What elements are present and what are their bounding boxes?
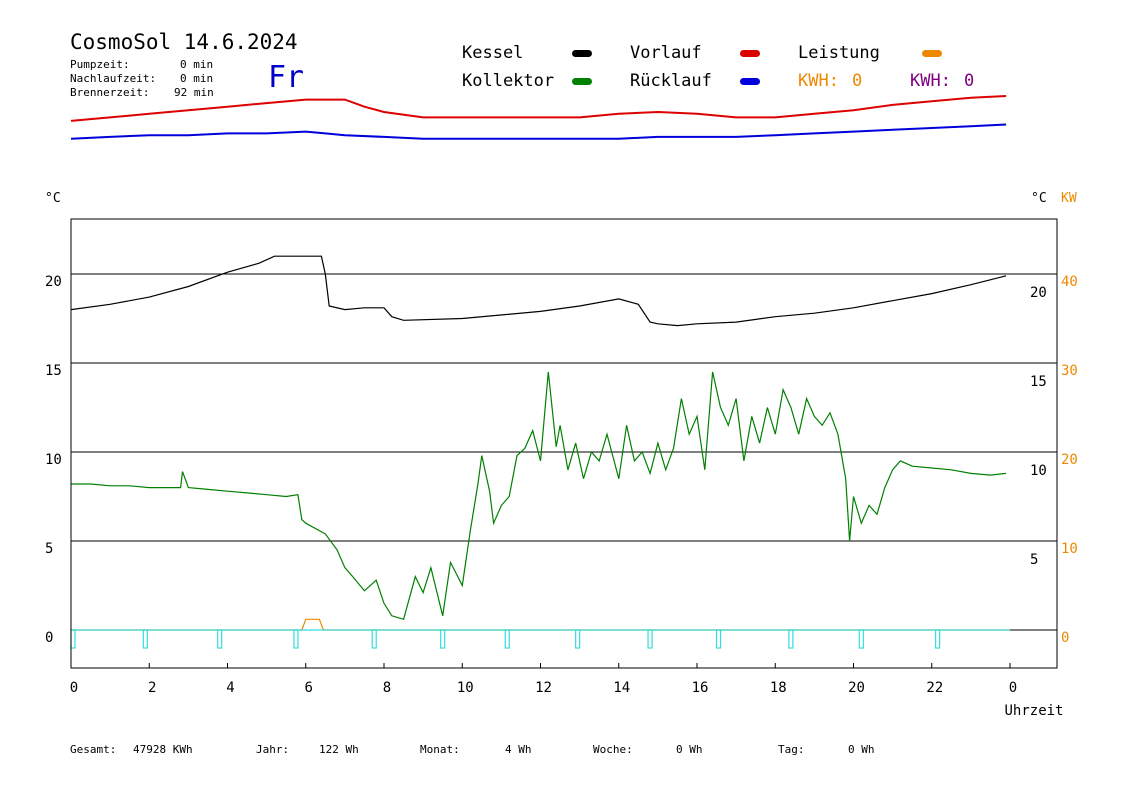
x-tick-label-7: 14 [613,680,630,696]
series-line-leistung [71,618,1010,631]
pulse-mark-2 [217,629,223,649]
series-line-kessel [70,255,1007,327]
kwh-value-purple: 0 [964,71,975,91]
kwh-label-orange: KWH: [798,71,839,91]
series-line-kollektor [71,371,1007,621]
pulse-mark-10 [788,629,794,649]
plot-frame [70,218,1058,669]
footer-value-tag: 0 Wh [848,743,875,756]
footer-label-monat: Monat: [420,743,460,756]
chart-title: CosmoSol 14.6.2024 [70,30,298,54]
weekday-label: Fr [268,60,305,95]
x-axis-label: Uhrzeit [1004,703,1063,719]
stat-value-pumpzeit: 0 min [180,58,214,71]
footer-label-tag: Tag: [778,743,805,756]
stat-value-brennerzeit: 92 min [174,86,214,99]
legend-label-vorlauf: Vorlauf [630,43,702,63]
pulse-mark-8 [647,629,653,649]
series-line-ruecklauf [70,123,1007,140]
right-unit2-label: KW [1061,191,1077,206]
pulse-mark-5 [440,629,446,649]
right-tick-label-20: 20 [1030,285,1047,301]
pulse-mark-12 [935,629,941,649]
footer-label-woche: Woche: [593,743,633,756]
left-tick-label-20: 20 [45,274,62,290]
right2-tick-label-20: 20 [1061,452,1078,468]
legend-swatch-kessel [572,50,592,57]
right2-tick-label-0: 0 [1061,630,1069,646]
x-tick-label-1: 2 [148,680,156,696]
right-tick-label-5: 5 [1030,552,1038,568]
pulse-mark-0 [70,629,76,649]
pulse-mark-6 [504,629,510,649]
pulse-mark-4 [371,629,377,649]
x-tick-label-8: 16 [692,680,709,696]
footer-value-woche: 0 Wh [676,743,703,756]
legend-label-ruecklauf: Rücklauf [630,71,712,91]
chart-axes [70,218,1058,669]
x-tick-label-10: 20 [848,680,865,696]
left-tick-label-0: 0 [45,630,53,646]
right2-tick-label-30: 30 [1061,363,1078,379]
series-line-vorlauf [70,95,1007,122]
legend-swatch-kollektor [572,78,592,85]
kwh-value-orange: 0 [852,71,863,91]
footer-value-gesamt: 47928 KWh [133,743,193,756]
kwh-label-purple: KWH: [910,71,951,91]
left-tick-label-15: 15 [45,363,62,379]
chart-series [70,95,1010,631]
x-tick-label-4: 8 [383,680,391,696]
chart-labels: 0 2 4 6 8 10 12 14 16 18 20 22 0 Uhrzeit 0 5 10 15 20 5 10 15… [45,191,1078,719]
right-tick-label-10: 10 [1030,463,1047,479]
legend-label-leistung: Leistung [798,43,880,63]
x-tick-label-3: 6 [305,680,313,696]
stat-label-nachlaufzeit: Nachlaufzeit: [70,72,157,85]
x-tick-label-11: 22 [926,680,943,696]
pulse-mark-3 [293,629,299,649]
x-tick-label-6: 12 [535,680,552,696]
legend-swatch-vorlauf [740,50,760,57]
x-tick-label-9: 18 [770,680,787,696]
pulse-mark-11 [858,629,864,649]
right2-tick-label-10: 10 [1061,541,1078,557]
stat-label-brennerzeit: Brennerzeit: [70,86,150,99]
legend-swatch-ruecklauf [740,78,760,85]
stat-value-nachlaufzeit: 0 min [180,72,214,85]
chart-grid [71,273,1057,631]
footer-label-gesamt: Gesamt: [70,743,117,756]
legend-label-kollektor: Kollektor [462,71,555,91]
pump-pulses [70,629,1010,649]
right-unit-label: °C [1031,191,1047,206]
x-tick-label-2: 4 [226,680,234,696]
footer-value-monat: 4 Wh [505,743,532,756]
left-tick-label-10: 10 [45,452,62,468]
x-tick-label-0: 0 [70,680,78,696]
footer-label-jahr: Jahr: [256,743,290,756]
legend-swatch-leistung [922,50,942,57]
pulse-mark-7 [575,629,581,649]
right2-tick-label-40: 40 [1061,274,1078,290]
pulse-mark-1 [142,629,148,649]
x-tick-label-12: 0 [1009,680,1017,696]
right-tick-label-15: 15 [1030,374,1047,390]
footer-value-jahr: 122 Wh [319,743,359,756]
legend-label-kessel: Kessel [462,43,524,63]
left-unit-label: °C [45,191,61,206]
pulse-mark-9 [715,629,722,649]
stat-label-pumpzeit: Pumpzeit: [70,58,130,71]
left-tick-label-5: 5 [45,541,53,557]
x-tick-label-5: 10 [457,680,474,696]
